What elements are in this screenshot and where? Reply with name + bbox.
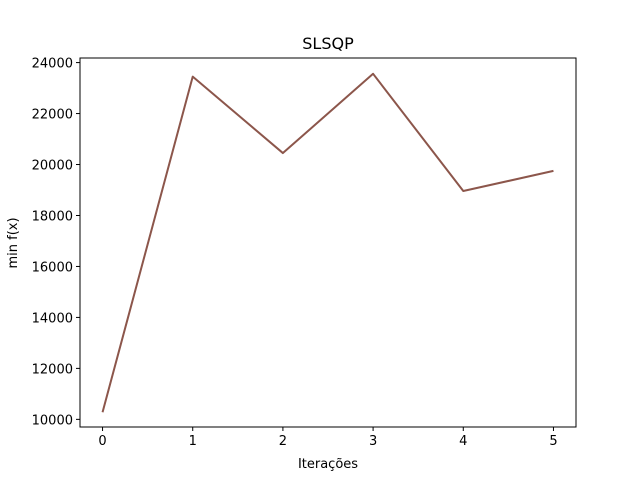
x-axis: 0 1 2 3 4 5 (98, 427, 558, 449)
y-tick-label: 16000 (32, 260, 73, 275)
y-tick-label: 10000 (32, 413, 73, 428)
y-tick-label: 14000 (32, 311, 73, 326)
x-tick-label: 3 (369, 434, 377, 449)
x-axis-label: Iterações (298, 457, 358, 472)
x-tick-label: 0 (98, 434, 106, 449)
plot-frame (79, 57, 577, 428)
y-tick-label: 12000 (32, 362, 73, 377)
chart-title: SLSQP (302, 34, 354, 53)
x-tick-label: 2 (279, 434, 287, 449)
y-tick-label: 18000 (32, 209, 73, 224)
series-line (101, 72, 554, 413)
x-tick-label: 1 (189, 434, 197, 449)
y-axis-label: min f(x) (6, 217, 21, 268)
x-tick-label: 4 (459, 434, 467, 449)
y-tick-label: 22000 (32, 108, 73, 123)
y-tick-label: 24000 (32, 57, 73, 72)
x-tick-label: 5 (549, 434, 557, 449)
y-axis: 10000 12000 14000 16000 18000 20000 22000 24000 (32, 57, 80, 428)
y-tick-label: 20000 (32, 159, 73, 174)
plot-area (79, 57, 577, 428)
series-layer (101, 72, 554, 413)
